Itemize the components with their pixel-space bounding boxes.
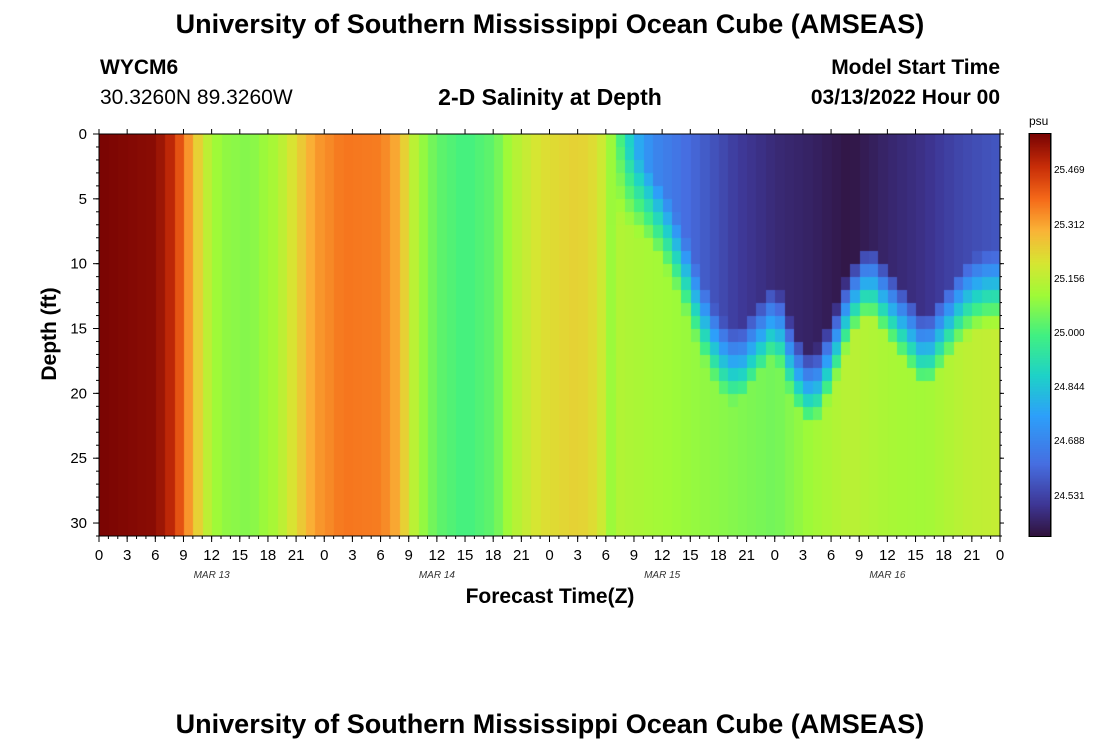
x-tick-label: 3	[348, 547, 356, 564]
x-tick-label: 0	[771, 547, 779, 564]
y-tick-label: 20	[70, 385, 87, 402]
y-tick-label: 15	[70, 321, 87, 338]
x-tick-label: 3	[573, 547, 581, 564]
y-tick-label: 5	[79, 191, 87, 208]
x-tick-label: 15	[907, 547, 924, 564]
x-tick-label: 9	[855, 547, 863, 564]
y-axis-label: Depth (ft)	[38, 287, 61, 381]
y-tick-label: 0	[79, 126, 87, 143]
plot-title: 2-D Salinity at Depth	[438, 84, 662, 110]
x-tick-label: 15	[231, 547, 248, 564]
x-tick-label: 18	[710, 547, 727, 564]
y-tick-label: 25	[70, 450, 87, 467]
x-tick-label: 6	[376, 547, 384, 564]
colorbar-tick-label: 24.531	[1054, 490, 1085, 502]
footer-title: University of Southern Mississippi Ocean…	[175, 709, 925, 739]
x-tick-label: 6	[151, 547, 159, 564]
x-axis-label: Forecast Time(Z)	[465, 585, 635, 608]
day-label: MAR 14	[419, 570, 456, 581]
x-tick-label: 9	[405, 547, 413, 564]
colorbar-tick-label: 25.469	[1054, 165, 1085, 177]
salinity-heatmap	[99, 134, 1000, 536]
x-tick-label: 12	[429, 547, 446, 564]
x-tick-label: 0	[95, 547, 103, 564]
x-tick-label: 6	[602, 547, 610, 564]
colorbar-unit: psu	[1029, 114, 1049, 128]
x-tick-label: 12	[203, 547, 220, 564]
station-coords: 30.3260N 89.3260W	[100, 86, 293, 109]
x-tick-label: 0	[320, 547, 328, 564]
model-start-label: Model Start Time	[831, 56, 1000, 79]
x-tick-label: 12	[654, 547, 671, 564]
x-tick-label: 18	[935, 547, 952, 564]
x-tick-label: 3	[123, 547, 131, 564]
x-tick-label: 15	[457, 547, 474, 564]
x-tick-label: 21	[738, 547, 755, 564]
day-label: MAR 16	[869, 570, 906, 581]
model-start-time: 03/13/2022 Hour 00	[810, 86, 1000, 109]
chart-title: University of Southern Mississippi Ocean…	[175, 9, 925, 39]
station-id: WYCM6	[100, 56, 179, 79]
y-tick-label: 30	[70, 515, 87, 532]
colorbar-tick-label: 24.844	[1054, 382, 1085, 394]
x-tick-label: 6	[827, 547, 835, 564]
x-tick-label: 0	[996, 547, 1004, 564]
x-tick-label: 0	[545, 547, 553, 564]
x-tick-label: 21	[513, 547, 530, 564]
plot-frame	[98, 133, 1001, 537]
x-tick-label: 21	[964, 547, 981, 564]
day-label: MAR 13	[194, 570, 231, 581]
y-tick-label: 10	[70, 256, 87, 273]
colorbar-tick-label: 25.000	[1054, 328, 1085, 339]
x-tick-label: 15	[682, 547, 699, 564]
colorbar	[1030, 134, 1050, 536]
x-tick-label: 18	[485, 547, 502, 564]
x-tick-label: 21	[288, 547, 305, 564]
x-tick-label: 9	[630, 547, 638, 564]
colorbar-tick-label: 25.156	[1054, 273, 1085, 285]
x-tick-label: 12	[879, 547, 896, 564]
colorbar-tick-label: 25.312	[1054, 219, 1085, 231]
day-label: MAR 15	[644, 570, 681, 581]
x-tick-label: 9	[179, 547, 187, 564]
x-tick-label: 3	[799, 547, 807, 564]
x-tick-label: 18	[260, 547, 277, 564]
colorbar-tick-label: 24.688	[1054, 436, 1085, 448]
